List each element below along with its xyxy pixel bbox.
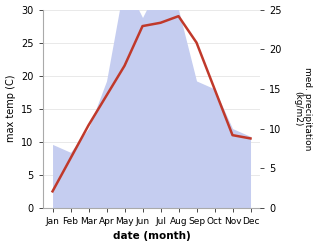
Y-axis label: max temp (C): max temp (C) bbox=[5, 75, 16, 143]
X-axis label: date (month): date (month) bbox=[113, 231, 190, 242]
Y-axis label: med. precipitation
(kg/m2): med. precipitation (kg/m2) bbox=[293, 67, 313, 150]
